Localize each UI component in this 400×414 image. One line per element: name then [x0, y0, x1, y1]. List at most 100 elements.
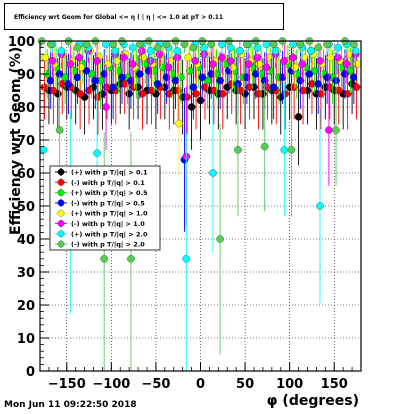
x-tick-label: −50: [141, 377, 170, 392]
data-point: [46, 40, 55, 49]
data-point: [342, 60, 351, 68]
x-tick-labels: −150 −100 −50 0 50 100 150: [48, 377, 348, 392]
data-point: [100, 70, 108, 78]
data-point: [136, 40, 144, 49]
data-point: [316, 202, 324, 210]
data-point: [100, 255, 108, 263]
legend-marker: [57, 199, 65, 207]
data-point: [294, 113, 303, 121]
data-point: [314, 43, 322, 52]
x-tick-label: 0: [196, 377, 205, 392]
data-point: [191, 57, 199, 65]
data-point: [262, 63, 271, 72]
data-point: [353, 60, 362, 68]
y-tick-label: 20: [17, 299, 35, 314]
data-point: [120, 80, 129, 88]
data-point: [39, 146, 48, 154]
data-point: [253, 43, 262, 52]
data-point: [120, 53, 128, 62]
data-point: [352, 83, 361, 91]
data-point: [245, 83, 254, 91]
data-point: [102, 103, 110, 111]
data-point: [290, 83, 298, 91]
data-point: [75, 53, 83, 62]
data-point: [93, 57, 101, 65]
data-point: [326, 53, 335, 62]
axis-ticks: [39, 40, 362, 372]
data-point: [227, 57, 235, 65]
data-point: [291, 63, 299, 72]
data-point: [216, 235, 224, 243]
data-point: [48, 57, 57, 65]
data-point: [200, 43, 208, 52]
data-point: [334, 86, 343, 95]
data-point: [300, 53, 308, 62]
y-axis-label: Efficiency wrt Geom (%): [8, 47, 24, 235]
data-point: [287, 146, 296, 154]
data-point: [128, 43, 137, 52]
data-point: [129, 83, 138, 91]
y-tick-label: 30: [17, 266, 35, 281]
timestamp: Mon Jun 11 09:22:50 2018: [4, 400, 137, 410]
data-point: [289, 40, 297, 49]
x-axis-label: φ (degrees): [267, 393, 359, 409]
data-point: [196, 96, 205, 105]
data-point: [162, 73, 171, 82]
data-point: [183, 93, 191, 101]
data-point: [296, 76, 305, 85]
data-point: [343, 90, 352, 98]
data-point: [127, 76, 135, 85]
data-point: [125, 90, 133, 98]
legend-label: (-) with p T/|q| > 0.5: [71, 199, 145, 208]
data-point: [66, 60, 75, 68]
data-point: [350, 73, 358, 82]
data-point: [264, 53, 273, 62]
data-point: [332, 126, 340, 134]
y-tick-label: 0: [26, 365, 35, 380]
data-point: [174, 86, 182, 95]
data-point: [76, 90, 84, 98]
x-tick-label: 100: [276, 377, 303, 392]
data-point: [111, 47, 119, 55]
data-point: [262, 40, 271, 49]
legend-label: (-) with p T/|q| > 1.0: [71, 220, 145, 229]
data-point: [187, 103, 196, 111]
y-tick-label: 40: [17, 233, 35, 248]
series-0: [44, 53, 357, 166]
data-point: [165, 90, 174, 98]
data-point: [198, 73, 207, 82]
legend-marker: [57, 209, 65, 217]
data-point: [289, 53, 297, 62]
data-point: [207, 70, 215, 78]
data-point: [41, 53, 50, 62]
y-tick-label: 80: [17, 101, 35, 116]
data-point: [184, 53, 192, 62]
data-point: [254, 90, 263, 98]
data-point: [326, 83, 334, 91]
data-point: [299, 86, 307, 95]
data-point: [73, 43, 82, 52]
data-point: [46, 76, 55, 85]
data-point: [228, 63, 237, 72]
data-point: [219, 90, 227, 98]
data-point: [146, 47, 155, 55]
data-point: [255, 60, 264, 68]
x-tick-label: −100: [92, 377, 130, 392]
data-point: [298, 60, 306, 68]
data-point: [182, 255, 190, 263]
data-point: [269, 83, 278, 91]
data-point: [280, 146, 289, 154]
legend-marker: [57, 178, 65, 186]
x-tick-label: −150: [48, 377, 86, 392]
data-point: [252, 70, 260, 78]
y-tick-label: 90: [17, 68, 35, 83]
data-point: [218, 53, 226, 62]
legend-label: (+) with p T/|q| > 2.0: [71, 230, 148, 239]
data-point: [85, 86, 93, 95]
data-point: [280, 57, 289, 65]
data-point: [104, 60, 112, 68]
data-point: [209, 169, 217, 177]
data-point: [235, 47, 244, 55]
y-tick-labels: 0 10 20 30 40 50 60 70 80 90 100: [8, 35, 35, 380]
